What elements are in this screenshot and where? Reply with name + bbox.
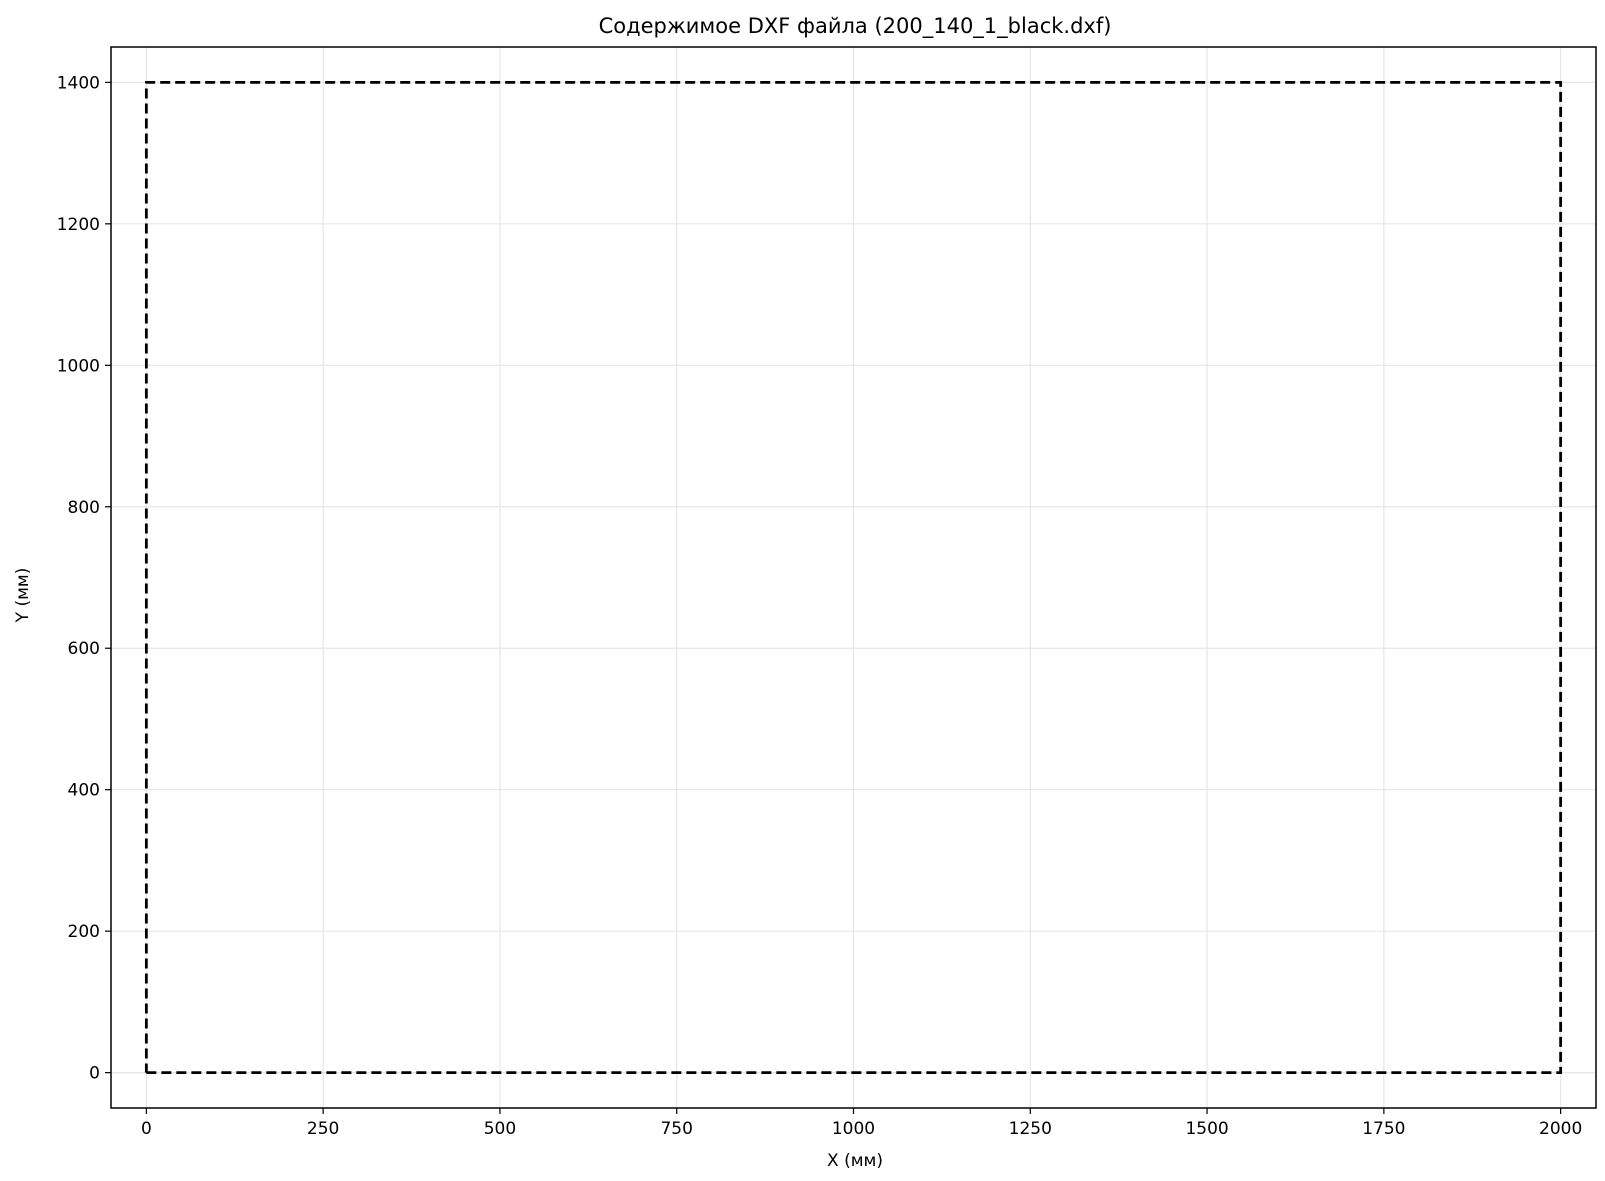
series-outline-line: [144, 80, 1563, 1075]
series-layer: [144, 80, 1563, 1075]
y-tick-label: 0: [89, 1064, 100, 1084]
chart-title: Содержимое DXF файла (200_140_1_black.dx…: [599, 14, 1112, 39]
y-tick-label: 600: [68, 639, 100, 659]
y-axis-label: Y (мм): [13, 568, 33, 624]
x-tick-label: 2000: [1539, 1119, 1582, 1139]
x-axis-label: X (мм): [827, 1151, 883, 1171]
ticks-layer: 0 250 500 750 1000 1250 1500 1750 2000 0 200 400 600…: [57, 73, 1583, 1139]
y-tick-label: 1400: [57, 73, 100, 93]
x-tick-label: 1250: [1009, 1119, 1052, 1139]
x-tick-label: 1500: [1185, 1119, 1228, 1139]
x-tick-label: 750: [660, 1119, 692, 1139]
x-tick-label: 1750: [1362, 1119, 1405, 1139]
y-tick-label: 800: [68, 498, 100, 518]
y-tick-label: 400: [68, 781, 100, 801]
x-tick-label: 1000: [832, 1119, 875, 1139]
x-tick-label: 0: [141, 1119, 152, 1139]
y-tick-label: 1200: [57, 215, 100, 235]
x-tick-label: 500: [484, 1119, 516, 1139]
x-tick-label: 250: [307, 1119, 339, 1139]
y-tick-label: 200: [68, 922, 100, 942]
y-tick-label: 1000: [57, 356, 100, 376]
